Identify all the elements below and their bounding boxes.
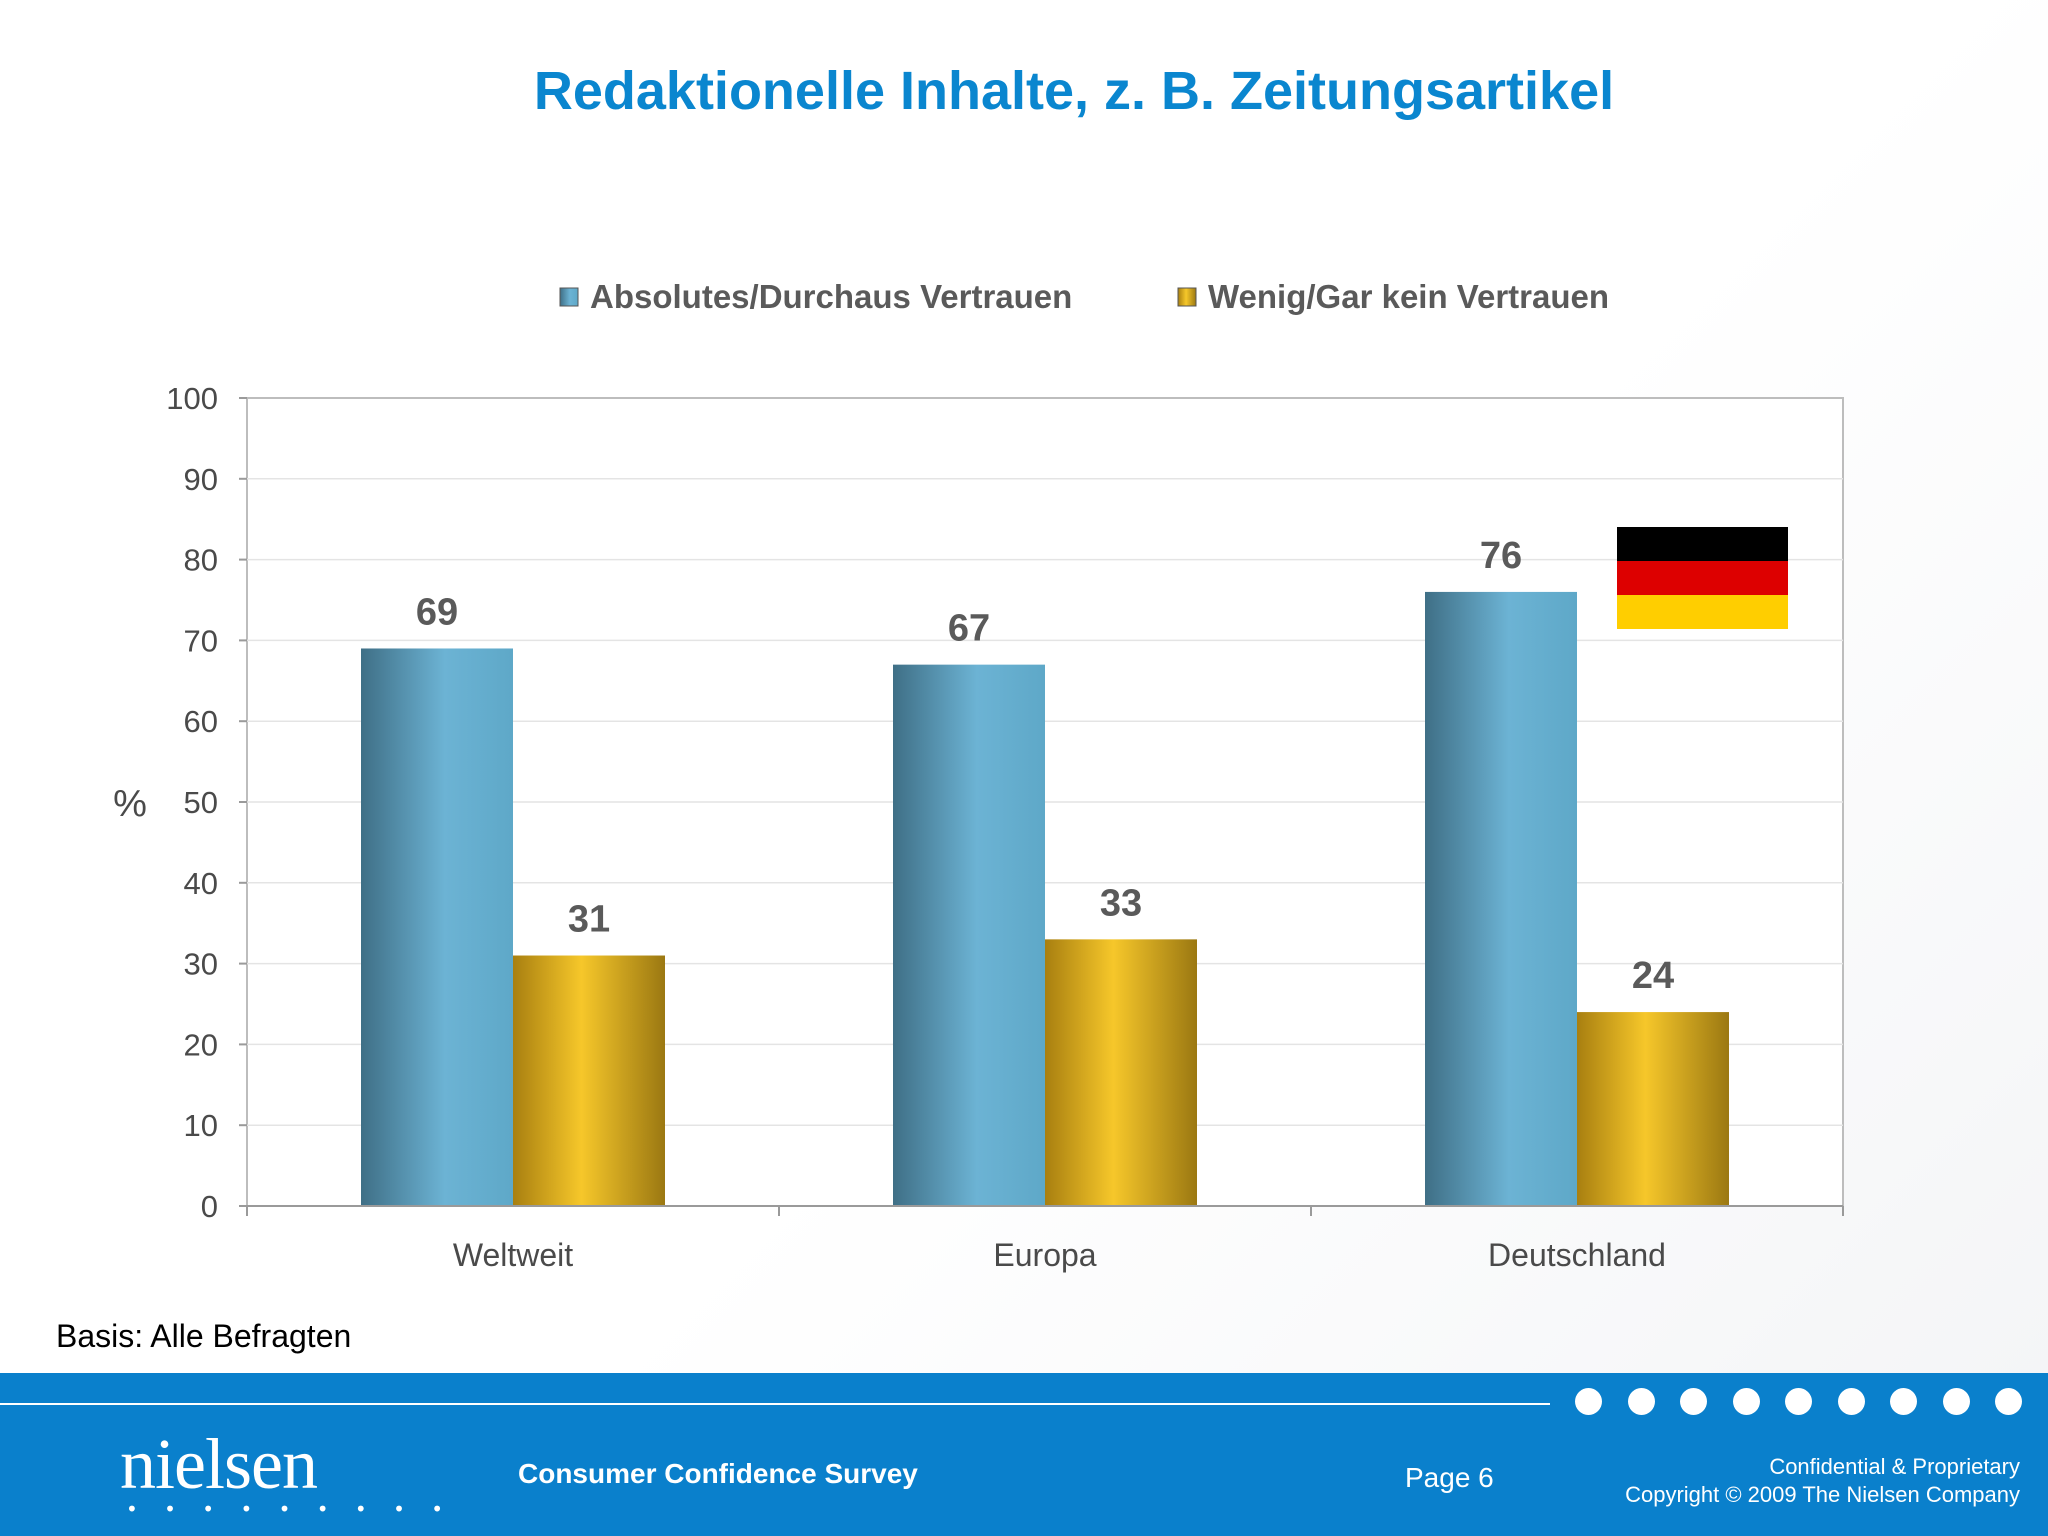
bar-blue <box>361 648 513 1206</box>
bar-gold <box>1577 1012 1729 1206</box>
bar-gold <box>513 955 665 1206</box>
x-axis: Weltweit Europa Deutschland <box>246 1205 1844 1273</box>
y-tick-label: 70 <box>184 623 218 658</box>
footer-dot <box>1627 1388 1655 1415</box>
footer-dot <box>1890 1388 1917 1415</box>
x-tick-label: Weltweit <box>453 1237 573 1273</box>
page-number: Page 6 <box>1405 1462 1494 1493</box>
copyright-text: Copyright © 2009 The Nielsen Company <box>1625 1482 2020 1507</box>
y-axis: 0 10 20 30 40 50 60 70 80 90 100% <box>113 381 247 1224</box>
german-flag-icon <box>1617 527 1788 629</box>
legend-label: Absolutes/Durchaus Vertrauen <box>590 278 1072 315</box>
bar-gold <box>1045 939 1197 1206</box>
y-tick-label: 80 <box>184 543 218 578</box>
y-axis-label: % <box>113 783 147 825</box>
data-label: 67 <box>948 608 990 650</box>
footer-divider <box>0 1403 1550 1405</box>
slide-title: Redaktionelle Inhalte, z. B. Zeitungsart… <box>533 61 1615 121</box>
chart-legend: Absolutes/Durchaus Vertrauen Wenig/Gar ke… <box>559 278 1609 315</box>
footer-dot <box>1995 1388 2022 1415</box>
flag-stripe <box>1617 561 1788 596</box>
legend-swatch-gold <box>1177 287 1197 307</box>
bar-chart: Absolutes/Durchaus Vertrauen Wenig/Gar ke… <box>113 278 1844 1273</box>
logo-dots: • • • • • • • • • <box>126 1497 454 1521</box>
y-tick-label: 60 <box>184 704 218 739</box>
y-tick-label: 90 <box>184 462 218 497</box>
y-tick-label: 50 <box>184 785 218 820</box>
footer-dot <box>1785 1388 1812 1415</box>
legend-swatch-blue <box>559 287 579 307</box>
confidential-notice: Confidential & Proprietary Copyright © 2… <box>1625 1453 2020 1509</box>
footer-dot <box>1680 1388 1707 1415</box>
data-label: 31 <box>568 899 610 941</box>
y-tick-label: 40 <box>184 866 218 901</box>
bar-blue <box>893 664 1045 1206</box>
y-tick-label: 30 <box>184 947 218 982</box>
bar-blue <box>1425 591 1577 1206</box>
flag-stripe <box>1617 595 1788 629</box>
flag-stripe <box>1617 527 1788 562</box>
confidential-text: Confidential & Proprietary <box>1769 1454 2020 1479</box>
x-tick-label: Europa <box>993 1237 1096 1273</box>
survey-name: Consumer Confidence Survey <box>518 1458 918 1489</box>
y-tick-label: 0 <box>201 1189 218 1224</box>
basis-note: Basis: Alle Befragten <box>56 1318 352 1354</box>
data-label: 33 <box>1100 882 1142 924</box>
data-label: 69 <box>416 591 458 633</box>
data-label: 76 <box>1480 535 1522 577</box>
footer-dot <box>1575 1388 1602 1415</box>
x-tick-label: Deutschland <box>1488 1237 1666 1273</box>
footer-dot <box>1837 1388 1865 1415</box>
nielsen-logo: nielsen <box>120 1424 318 1504</box>
data-label: 24 <box>1632 955 1674 997</box>
y-tick-label: 20 <box>184 1027 218 1062</box>
footer: nielsen • • • • • • • • • Consumer Confi… <box>0 1373 2048 1536</box>
legend-label: Wenig/Gar kein Vertrauen <box>1208 278 1609 315</box>
y-tick-label: 100 <box>166 381 218 416</box>
footer-dot <box>1942 1388 1970 1415</box>
footer-dot <box>1732 1388 1760 1415</box>
bars: 69 31 67 33 76 24 <box>361 535 1729 1206</box>
y-tick-label: 10 <box>184 1108 218 1143</box>
